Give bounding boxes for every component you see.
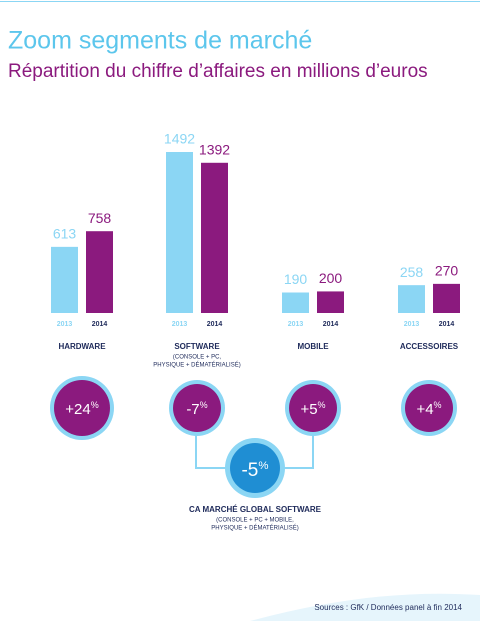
bar <box>282 292 309 313</box>
category-label: SOFTWARE <box>174 342 220 351</box>
connector <box>195 434 230 469</box>
year-label: 2014 <box>439 321 455 328</box>
global-badge <box>230 443 280 493</box>
decor-wave <box>250 593 480 621</box>
bar <box>86 231 113 313</box>
category-note: PHYSIQUE + DÉMATÉRIALISÉ) <box>153 362 240 369</box>
category-label: MOBILE <box>297 342 329 351</box>
change-label: +5% <box>300 400 325 418</box>
global-value-label: -5% <box>241 460 268 481</box>
value-label: 1392 <box>199 141 230 157</box>
bar <box>201 162 228 313</box>
change-label: +4% <box>416 400 441 418</box>
subtitle: Répartition du chiffre d’affaires en mil… <box>8 61 428 82</box>
global-note: (CONSOLE + PC + MOBILE, <box>216 518 294 524</box>
value-label: 200 <box>319 270 343 286</box>
value-label: 190 <box>284 271 308 287</box>
change-badge <box>54 380 110 436</box>
year-label: 2013 <box>172 321 188 328</box>
value-label: 613 <box>53 226 77 242</box>
change-label: +24% <box>65 400 98 418</box>
global-note: PHYSIQUE + DÉMATÉRIALISÉ) <box>211 525 298 532</box>
bar <box>433 283 460 313</box>
year-label: 2014 <box>92 321 108 328</box>
title: Zoom segments de marché <box>8 27 312 55</box>
change-badge <box>289 384 337 432</box>
global-label: CA MARCHÉ GLOBAL SOFTWARE <box>189 505 322 514</box>
value-label: 1492 <box>164 131 195 147</box>
change-label: -7% <box>186 400 207 418</box>
category-label: ACCESSOIRES <box>400 342 459 351</box>
source: Sources : GfK / Données panel à fin 2014 <box>314 603 462 612</box>
year-label: 2013 <box>57 321 73 328</box>
change-badge <box>173 384 221 432</box>
value-label: 258 <box>400 264 424 280</box>
value-label: 270 <box>435 263 459 279</box>
year-label: 2013 <box>288 321 304 328</box>
year-label: 2014 <box>323 321 339 328</box>
bar <box>398 285 425 313</box>
bar <box>51 246 78 313</box>
category-note: (CONSOLE + PC, <box>173 355 222 361</box>
connector <box>280 434 314 469</box>
bar <box>317 291 344 313</box>
value-label: 758 <box>88 210 112 226</box>
year-label: 2014 <box>207 321 223 328</box>
year-label: 2013 <box>404 321 420 328</box>
change-badge <box>405 384 453 432</box>
bar <box>166 152 193 313</box>
category-label: HARDWARE <box>58 342 106 351</box>
